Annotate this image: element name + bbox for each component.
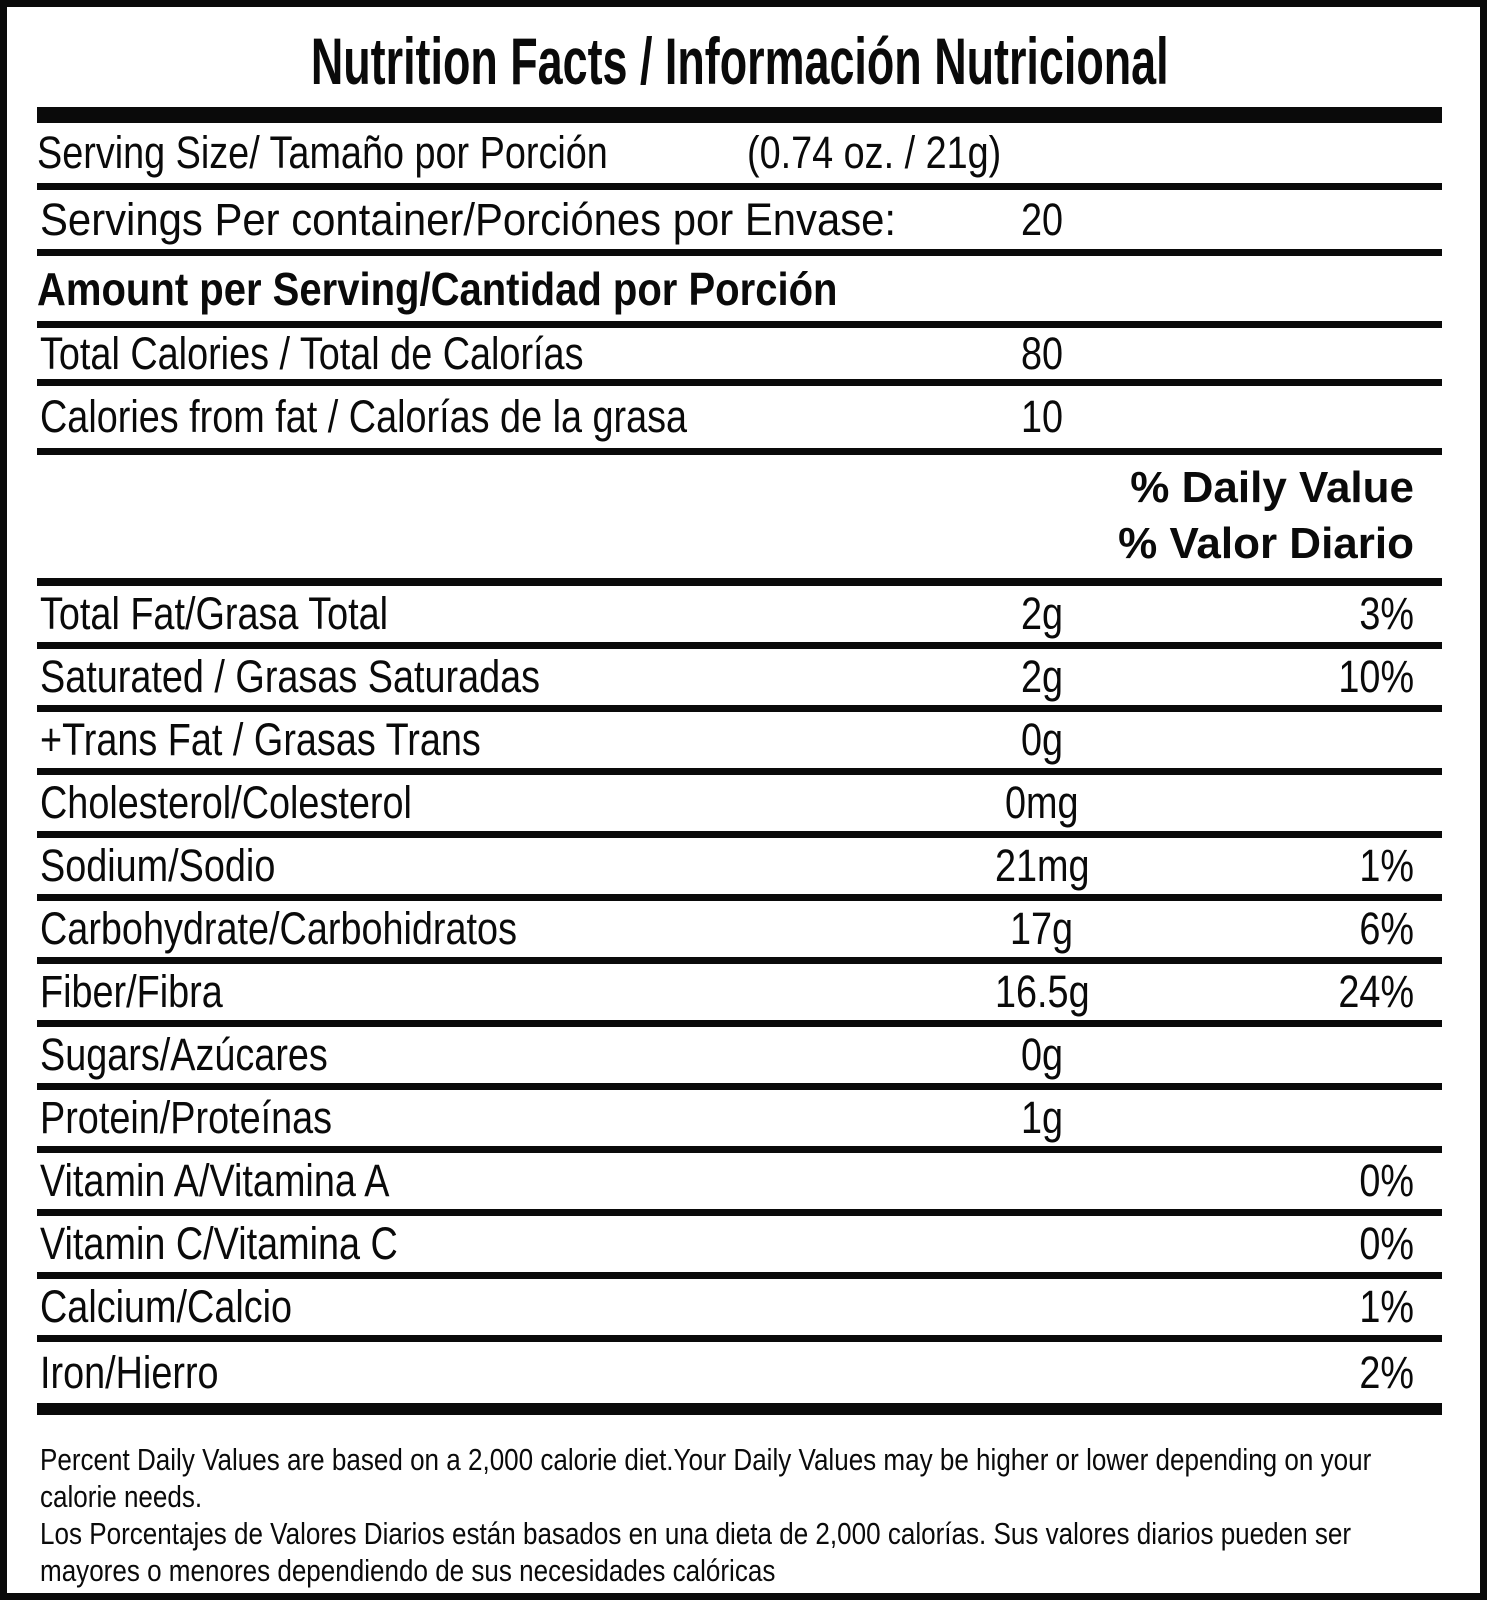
nutrient-label: Calcium/Calcio	[40, 1281, 293, 1332]
serving-size-label: Serving Size/ Tamaño por Porción	[37, 127, 608, 178]
nutrient-daily-value: 0%	[1359, 1218, 1414, 1269]
footnotes: Percent Daily Values are based on a 2,00…	[37, 1415, 1442, 1589]
nutrient-amount: 0g	[1020, 1029, 1064, 1080]
serving-size-value: (0.74 oz. / 21g)	[746, 127, 1001, 178]
nutrient-label: Vitamin A/Vitamina A	[40, 1155, 390, 1206]
servings-per-container-row: Servings Per container/Porciónes por Env…	[37, 190, 1442, 256]
nutrient-amount: 2g	[1020, 588, 1064, 639]
nutrient-daily-value: 0%	[1359, 1155, 1414, 1206]
nutrient-row-carbohydrate: Carbohydrate/Carbohidratos 17g 6%	[37, 901, 1442, 964]
nutrient-daily-value: 1%	[1359, 840, 1414, 891]
calories-from-fat-value: 10	[1020, 391, 1064, 442]
nutrient-label: Vitamin C/Vitamina C	[40, 1218, 398, 1269]
nutrient-label: Protein/Proteínas	[40, 1092, 333, 1143]
nutrient-amount: 1g	[1020, 1092, 1064, 1143]
nutrient-daily-value: 2%	[1359, 1346, 1414, 1398]
nutrient-daily-value: 24%	[1338, 966, 1414, 1017]
calories-from-fat-row: Calories from fat / Calorías de la grasa…	[37, 386, 1442, 455]
daily-value-header: % Daily Value % Valor Diario	[37, 455, 1442, 586]
nutrient-row-trans-fat: +Trans Fat / Grasas Trans 0g	[37, 712, 1442, 775]
nutrient-daily-value: 6%	[1359, 903, 1414, 954]
daily-value-header-en: % Daily Value	[1130, 463, 1414, 512]
nutrient-row-iron: Iron/Hierro 2%	[37, 1342, 1442, 1415]
nutrient-row-fiber: Fiber/Fibra 16.5g 24%	[37, 964, 1442, 1027]
nutrient-row-vitamin-c: Vitamin C/Vitamina C 0%	[37, 1216, 1442, 1279]
nutrient-label: Sugars/Azúcares	[40, 1029, 328, 1080]
nutrient-label: +Trans Fat / Grasas Trans	[40, 714, 481, 765]
nutrient-row-total-fat: Total Fat/Grasa Total 2g 3%	[37, 586, 1442, 649]
nutrient-row-sugars: Sugars/Azúcares 0g	[37, 1027, 1442, 1090]
calories-from-fat-label: Calories from fat / Calorías de la grasa	[40, 391, 688, 442]
daily-value-header-es: % Valor Diario	[1118, 519, 1414, 568]
nutrient-row-cholesterol: Cholesterol/Colesterol 0mg	[37, 775, 1442, 838]
nutrient-row-vitamin-a: Vitamin A/Vitamina A 0%	[37, 1153, 1442, 1216]
nutrient-amount: 0g	[1020, 714, 1064, 765]
nutrient-daily-value: 10%	[1338, 651, 1414, 702]
total-calories-label: Total Calories / Total de Calorías	[40, 328, 584, 379]
footnote-english: Percent Daily Values are based on a 2,00…	[40, 1442, 1372, 1514]
total-calories-row: Total Calories / Total de Calorías 80	[37, 328, 1442, 386]
serving-size-row: Serving Size/ Tamaño por Porción (0.74 o…	[37, 123, 1442, 190]
total-calories-value: 80	[1020, 328, 1064, 379]
label-title: Nutrition Facts / Información Nutriciona…	[310, 23, 1169, 98]
nutrient-row-calcium: Calcium/Calcio 1%	[37, 1279, 1442, 1342]
nutrient-daily-value: 1%	[1359, 1281, 1414, 1332]
nutrient-amount: 2g	[1020, 651, 1064, 702]
nutrient-label: Carbohydrate/Carbohidratos	[40, 903, 517, 954]
nutrient-amount: 0mg	[1005, 777, 1079, 828]
nutrient-row-saturated-fat: Saturated / Grasas Saturadas 2g 10%	[37, 649, 1442, 712]
nutrient-daily-value: 3%	[1359, 588, 1414, 639]
servings-per-container-value: 20	[1020, 193, 1064, 245]
nutrient-amount: 21mg	[994, 840, 1090, 891]
nutrient-label: Sodium/Sodio	[40, 840, 276, 891]
nutrient-row-protein: Protein/Proteínas 1g	[37, 1090, 1442, 1153]
label-content: Nutrition Facts / Información Nutriciona…	[37, 14, 1442, 1589]
title-divider-bar	[37, 107, 1442, 123]
nutrient-label: Total Fat/Grasa Total	[40, 588, 389, 639]
nutrient-label: Iron/Hierro	[40, 1346, 219, 1398]
nutrient-amount: 16.5g	[994, 966, 1090, 1017]
nutrient-label: Saturated / Grasas Saturadas	[40, 651, 541, 702]
nutrient-label: Fiber/Fibra	[40, 966, 223, 1017]
nutrient-label: Cholesterol/Colesterol	[40, 777, 412, 828]
label-title-row: Nutrition Facts / Información Nutriciona…	[37, 14, 1442, 107]
amount-per-serving-heading-row: Amount per Serving/Cantidad por Porción	[37, 256, 1442, 328]
footnote-spanish: Los Porcentajes de Valores Diarios están…	[40, 1516, 1352, 1588]
nutrient-row-sodium: Sodium/Sodio 21mg 1%	[37, 838, 1442, 901]
amount-per-serving-heading: Amount per Serving/Cantidad por Porción	[37, 262, 838, 315]
servings-per-container-label: Servings Per container/Porciónes por Env…	[40, 193, 897, 245]
nutrient-amount: 17g	[1010, 903, 1074, 954]
